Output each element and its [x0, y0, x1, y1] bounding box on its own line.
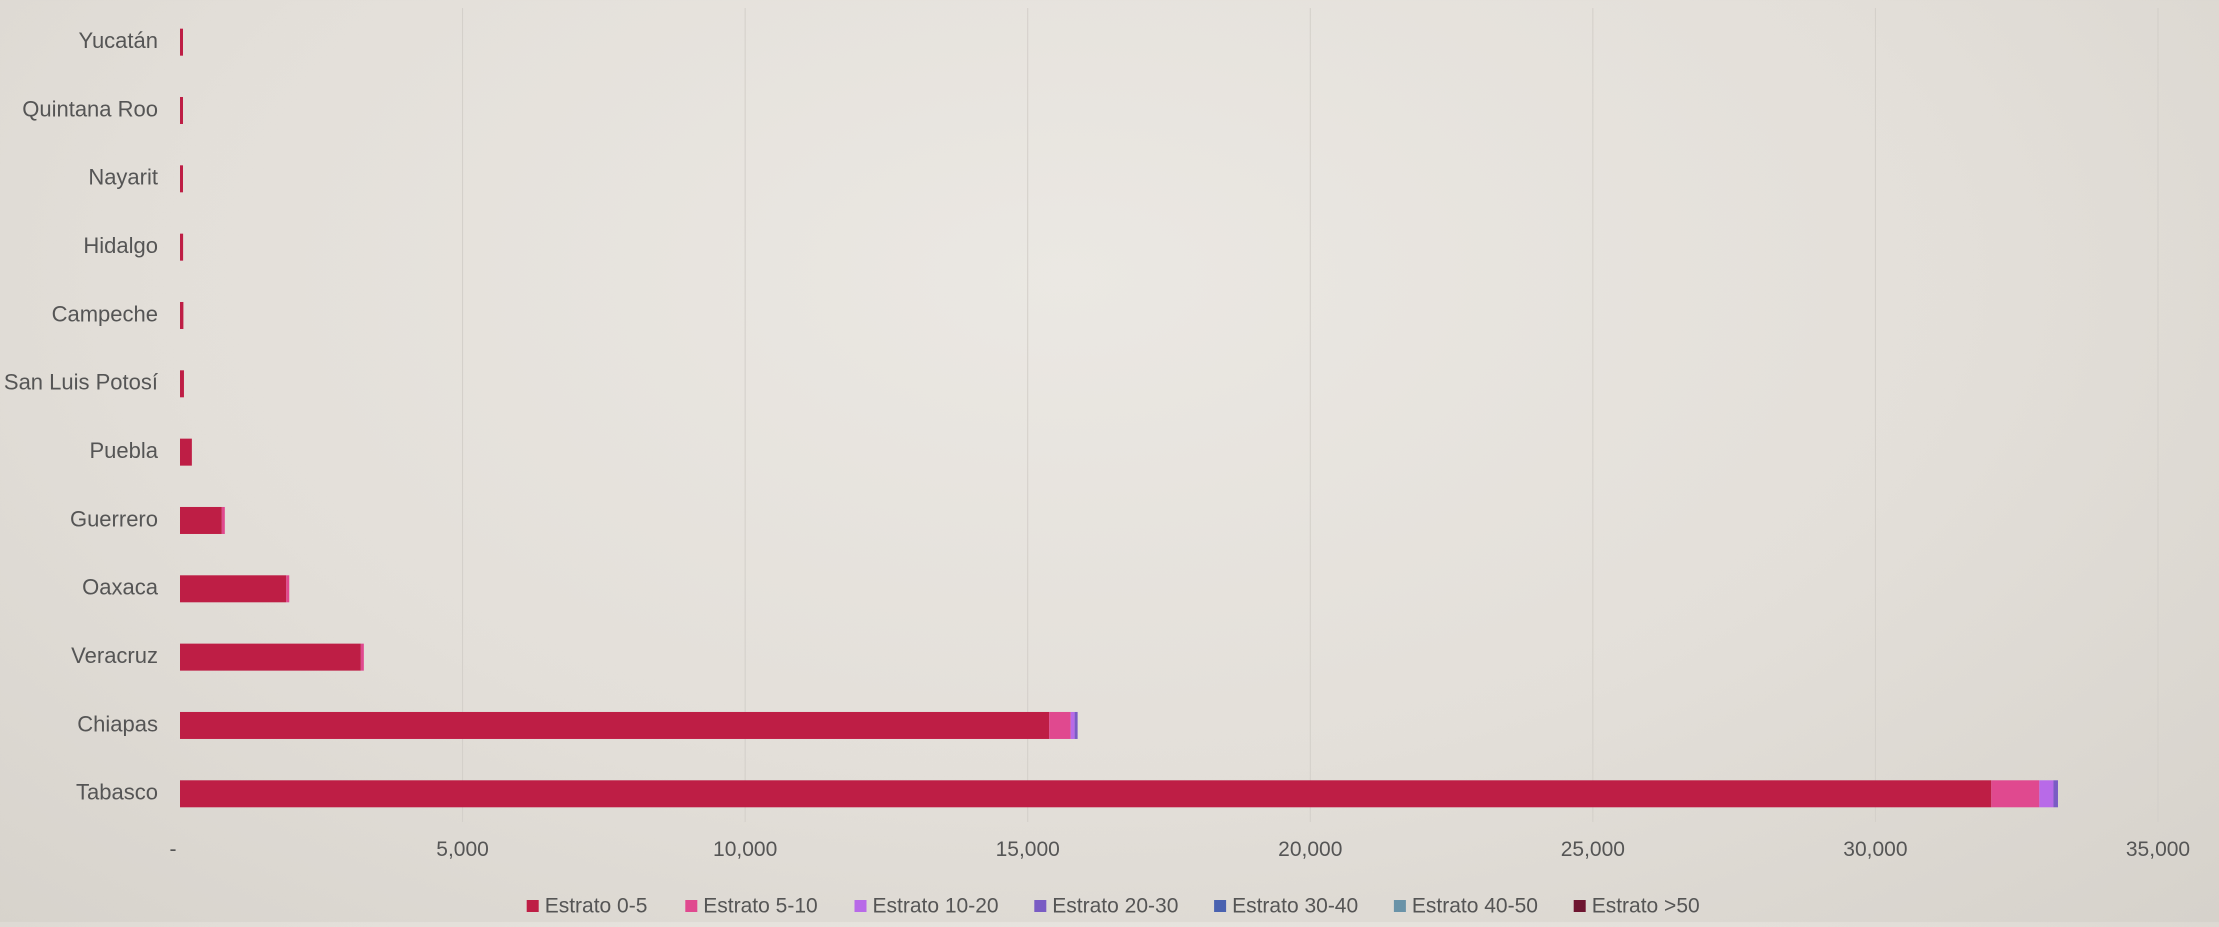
legend-item: Estrato 5-10 [685, 895, 818, 918]
bar-segment [1991, 780, 2040, 808]
x-tick-label: 35,000 [2126, 838, 2190, 861]
y-axis-labels: Tabasco Chiapas Veracruz Oaxaca Guerrero Pueb… [4, 28, 159, 805]
legend-label: Estrato 40-50 [1412, 895, 1538, 918]
y-tick-label: Tabasco [76, 780, 158, 805]
bar-segment [1070, 711, 1075, 739]
y-tick-label: Veracruz [71, 643, 158, 668]
x-tick-label: 10,000 [713, 838, 777, 861]
legend-item: Estrato 20-30 [1034, 895, 1178, 918]
y-tick-label: Quintana Roo [22, 96, 158, 121]
bars [180, 28, 2058, 808]
legend-item: Estrato >50 [1573, 895, 1700, 918]
legend-swatch [1573, 900, 1586, 912]
bar-segment [1049, 711, 1071, 739]
x-tick-label: 25,000 [1561, 838, 1625, 861]
legend-swatch [854, 900, 867, 912]
x-tick-label: 15,000 [996, 838, 1060, 861]
x-tick-label: 5,000 [436, 838, 489, 861]
bar-segment [180, 96, 183, 124]
y-tick-label: Chiapas [77, 711, 158, 736]
gridlines [462, 8, 2159, 822]
x-tick-label: 30,000 [1843, 838, 1907, 861]
legend-item: Estrato 30-40 [1214, 895, 1358, 918]
y-tick-label: Puebla [89, 438, 158, 463]
legend: Estrato 0-5 Estrato 5-10 Estrato 10-20 Estr… [526, 895, 1700, 918]
bar-segment [221, 506, 225, 534]
x-axis-labels: - 5,000 10,000 15,000 20,000 25,000 30,000 35,0… [170, 838, 2191, 861]
x-tick-label: - [170, 838, 177, 861]
legend-item: Estrato 40-50 [1393, 895, 1538, 918]
bar-segment [180, 575, 287, 603]
bar-segment [2039, 780, 2054, 808]
x-tick-label: 20,000 [1278, 838, 1342, 861]
legend-label: Estrato 5-10 [703, 895, 817, 918]
y-tick-label: Guerrero [70, 506, 158, 531]
bar-segment [180, 165, 183, 193]
bar-segment [180, 233, 184, 261]
y-tick-label: Hidalgo [83, 233, 158, 258]
y-tick-label: Nayarit [88, 165, 158, 190]
legend-label: Estrato 30-40 [1232, 895, 1358, 918]
legend-item: Estrato 10-20 [854, 895, 999, 918]
legend-swatch [1393, 900, 1406, 912]
y-tick-label: Campeche [52, 301, 158, 326]
bar-segment [180, 301, 184, 329]
bar-segment [180, 370, 184, 398]
legend-label: Estrato >50 [1592, 895, 1700, 918]
legend-label: Estrato 0-5 [545, 895, 648, 918]
bar-segment [360, 643, 364, 671]
bar-segment [1074, 711, 1078, 739]
legend-swatch [526, 900, 539, 912]
bar-segment [180, 506, 222, 534]
legend-swatch [1214, 900, 1227, 912]
y-tick-label: Oaxaca [82, 575, 159, 600]
bar-segment [286, 575, 290, 603]
legend-swatch [685, 900, 698, 912]
legend-label: Estrato 10-20 [873, 895, 999, 918]
bar-segment [180, 711, 1050, 739]
bar-segment [180, 643, 361, 671]
bar-segment [180, 438, 192, 466]
bar-segment [180, 28, 183, 56]
y-tick-label: San Luis Potosí [4, 370, 158, 395]
bar-segment [2053, 780, 2058, 808]
legend-swatch [1034, 900, 1047, 912]
y-tick-label: Yucatán [78, 28, 158, 53]
bar-segment [180, 780, 1992, 808]
legend-item: Estrato 0-5 [526, 895, 648, 918]
legend-label: Estrato 20-30 [1052, 895, 1178, 918]
